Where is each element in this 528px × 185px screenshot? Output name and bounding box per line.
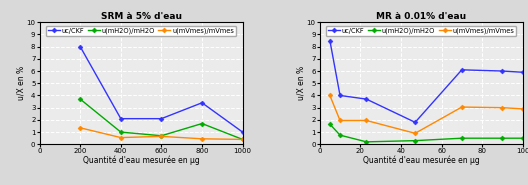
Y-axis label: u/X en %: u/X en %: [296, 66, 305, 100]
Legend: uc/CKF, u(mH2O)/mH2O, u(mVmes)/mVmes: uc/CKF, u(mH2O)/mH2O, u(mVmes)/mVmes: [326, 26, 516, 36]
Title: MR à 0.01% d'eau: MR à 0.01% d'eau: [376, 12, 466, 21]
Y-axis label: u/X en %: u/X en %: [16, 66, 25, 100]
X-axis label: Quantité d'eau mesurée en µg: Quantité d'eau mesurée en µg: [363, 156, 479, 165]
X-axis label: Quantité d'eau mesurée en µg: Quantité d'eau mesurée en µg: [83, 156, 200, 165]
Title: SRM à 5% d'eau: SRM à 5% d'eau: [101, 12, 182, 21]
Legend: uc/CKF, u(mH2O)/mH2O, u(mVmes)/mVmes: uc/CKF, u(mH2O)/mH2O, u(mVmes)/mVmes: [46, 26, 237, 36]
